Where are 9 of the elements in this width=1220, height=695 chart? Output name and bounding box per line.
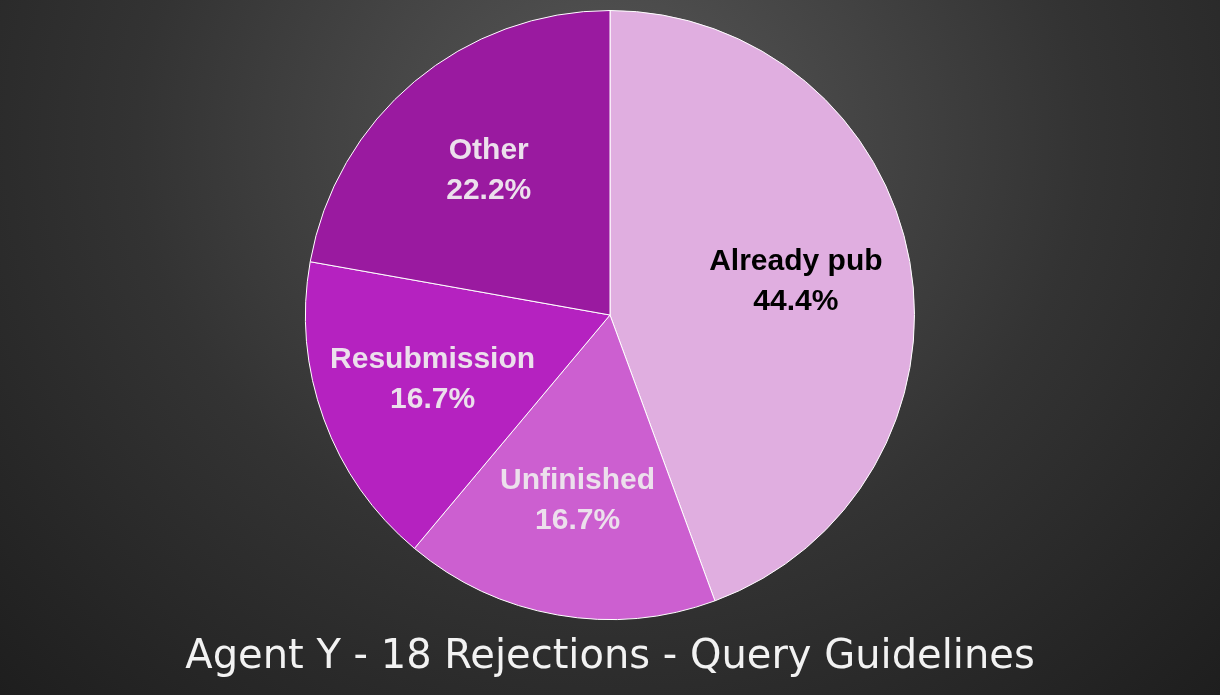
text: Agent Y - 18 Rejections - Query Guidelines	[185, 631, 1035, 678]
slice-label: Unfinished	[500, 462, 656, 496]
slice-label: Other	[448, 131, 530, 165]
data-label: 16.7%	[535, 502, 621, 536]
slice-label: Resubmission	[330, 340, 536, 374]
data-label: 44.4%	[753, 283, 839, 317]
data-label: 16.7%	[390, 380, 476, 414]
data-label: 22.2%	[446, 171, 532, 205]
slice-label: Already pub	[709, 243, 883, 277]
